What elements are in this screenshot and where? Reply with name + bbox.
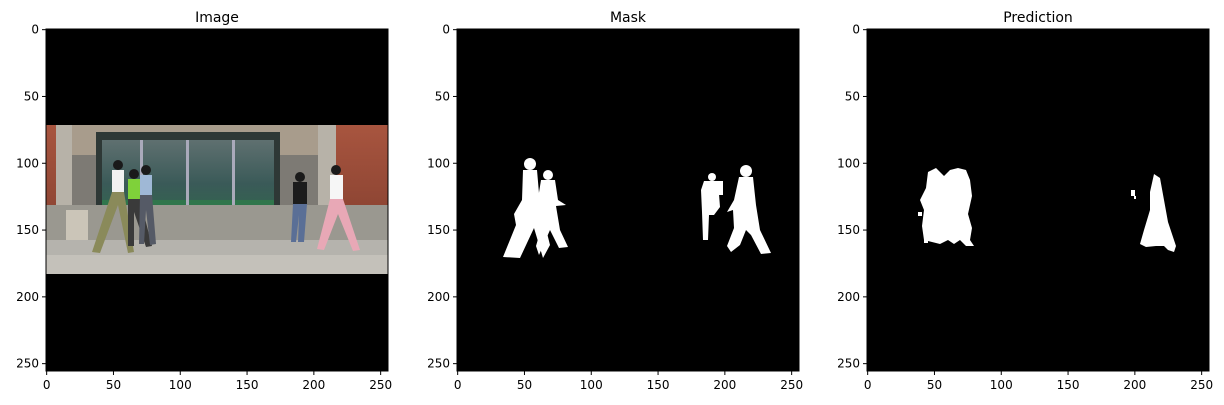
prediction-blob-left (918, 168, 974, 246)
y-tick-label: 0 (31, 23, 39, 37)
pedestrian (317, 165, 360, 251)
x-tick-label: 200 (1123, 378, 1146, 392)
y-tick-label: 250 (427, 357, 450, 371)
axes-frame (456, 28, 800, 372)
y-tick-label: 100 (16, 156, 39, 170)
prediction-blob-right (1131, 174, 1176, 252)
y-tick-label: 50 (24, 89, 39, 103)
x-tick-label: 50 (927, 378, 942, 392)
x-tick-label: 150 (1057, 378, 1080, 392)
x-tick-label: 0 (864, 378, 872, 392)
y-tick-label: 250 (837, 357, 860, 371)
y-tick-label: 200 (427, 290, 450, 304)
pedestrian (139, 165, 156, 245)
mask-silhouette-right-group (701, 165, 771, 254)
y-tick-label: 100 (837, 156, 860, 170)
panel-title: Prediction (1003, 10, 1073, 26)
mask-silhouettes (503, 158, 771, 258)
panel-title: Mask (610, 10, 647, 26)
y-axis: 0 50 100 150 200 250 (837, 23, 867, 371)
y-tick-label: 100 (427, 156, 450, 170)
x-tick-label: 150 (647, 378, 670, 392)
x-tick-label: 150 (236, 378, 259, 392)
x-tick-label: 100 (990, 378, 1013, 392)
x-tick-label: 0 (43, 378, 51, 392)
y-tick-label: 150 (427, 223, 450, 237)
y-tick-label: 0 (852, 23, 860, 37)
x-axis: 0 50 100 150 200 250 (43, 371, 392, 392)
y-tick-label: 150 (16, 223, 39, 237)
y-axis: 0 50 100 150 200 250 (16, 23, 46, 371)
sidewalk-front (46, 255, 388, 274)
prediction-blobs (918, 168, 1176, 252)
x-tick-label: 200 (302, 378, 325, 392)
y-tick-label: 50 (845, 89, 860, 103)
x-tick-label: 250 (1190, 378, 1213, 392)
y-tick-label: 200 (16, 290, 39, 304)
y-tick-label: 150 (837, 223, 860, 237)
x-tick-label: 50 (106, 378, 121, 392)
door-frame (232, 140, 235, 228)
axes-frame (45, 28, 389, 372)
mask-silhouette-left-pair (503, 158, 568, 258)
x-tick-label: 0 (454, 378, 462, 392)
panel-mask: Mask 0 50 100 150 200 250 0 50 100 150 200 250 (427, 10, 803, 392)
axes-frame (866, 28, 1210, 372)
y-axis: 0 50 100 150 200 250 (427, 23, 457, 371)
panel-title: Image (195, 10, 239, 26)
pedestrian (92, 160, 134, 253)
x-axis: 0 50 100 150 200 250 (864, 371, 1213, 392)
x-tick-label: 100 (580, 378, 603, 392)
panel-prediction: Prediction 0 50 100 150 200 250 0 50 100 150 200 2… (837, 10, 1213, 392)
x-tick-label: 200 (713, 378, 736, 392)
y-tick-label: 200 (837, 290, 860, 304)
x-tick-label: 250 (780, 378, 803, 392)
panel-image: Image (16, 10, 392, 392)
y-tick-label: 0 (442, 23, 450, 37)
photo (46, 29, 388, 371)
x-tick-label: 100 (169, 378, 192, 392)
pedestrian (291, 172, 307, 242)
brick-wall-right (336, 125, 388, 205)
y-tick-label: 50 (435, 89, 450, 103)
y-tick-label: 250 (16, 357, 39, 371)
x-tick-label: 50 (517, 378, 532, 392)
door-frame (186, 140, 189, 228)
x-tick-label: 250 (369, 378, 392, 392)
x-axis: 0 50 100 150 200 250 (454, 371, 803, 392)
sign-post (66, 210, 88, 248)
